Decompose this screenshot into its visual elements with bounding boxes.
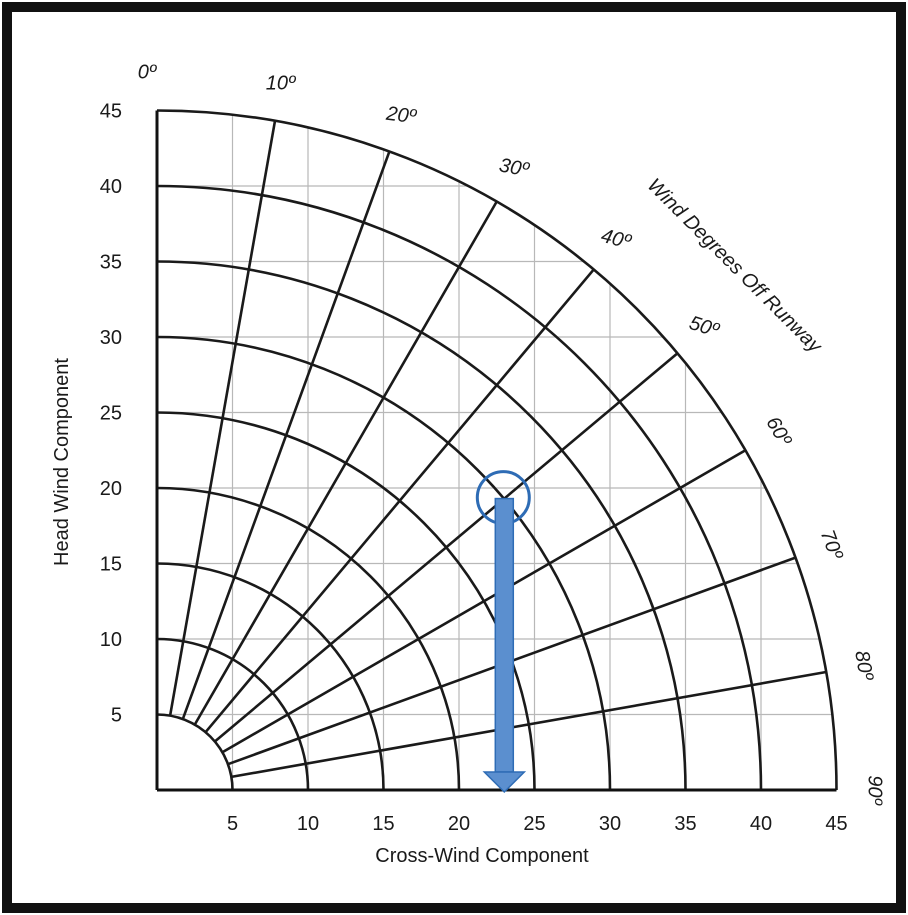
y-tick-label: 30: [100, 327, 122, 349]
wind-speed-arc-20: [156, 486, 461, 791]
y-tick-label: 5: [111, 705, 122, 727]
wind-speed-arc-45: [156, 109, 838, 791]
angle-label-80: 80º: [850, 649, 877, 684]
x-tick-label: 5: [227, 813, 238, 835]
angle-label-90: 90º: [864, 775, 886, 806]
wind-speed-arcs: [156, 109, 838, 791]
y-tick-label: 35: [100, 252, 122, 274]
wind-speed-arc-15: [156, 562, 385, 791]
y-tick-label: 25: [100, 403, 122, 425]
wind-speed-arc-35: [156, 260, 687, 791]
x-tick-label: 10: [297, 813, 319, 835]
axes: [155, 110, 837, 792]
wind-speed-arc-30: [156, 335, 612, 791]
y-tick-label: 15: [100, 554, 122, 576]
wind-speed-arc-10: [156, 637, 310, 791]
y-tick-label: 20: [100, 478, 122, 500]
y-tick-label: 10: [100, 629, 122, 651]
angle-label-10: 10º: [266, 72, 297, 94]
highlight-arrow-head: [482, 771, 527, 794]
x-tick-label: 20: [448, 813, 470, 835]
x-tick-label: 25: [523, 813, 545, 835]
y-axis-title: Head Wind Component: [51, 358, 73, 566]
x-tick-label: 35: [674, 813, 696, 835]
y-tick-labels: 5 10 15 20 25 30 35 40 45: [100, 101, 122, 727]
x-tick-label: 30: [599, 813, 621, 835]
x-tick-label: 45: [825, 813, 847, 835]
angle-label-0: 0º: [138, 62, 158, 84]
x-axis-title: Cross-Wind Component: [375, 845, 589, 867]
x-tick-label: 40: [750, 813, 772, 835]
highlight: [475, 470, 531, 794]
x-tick-labels: 5 10 15 20 25 30 35 40 45: [227, 813, 848, 835]
wind-speed-arc-25: [156, 411, 536, 791]
grid-lines: [157, 109, 833, 790]
y-tick-label: 45: [100, 101, 122, 123]
angle-label-20: 20º: [384, 103, 419, 129]
x-tick-label: 15: [372, 813, 394, 835]
highlight-arrow-shaft: [494, 497, 515, 773]
y-tick-label: 40: [100, 176, 122, 198]
wind-speed-arc-5: [156, 713, 234, 791]
wind-speed-arc-40: [156, 184, 763, 791]
